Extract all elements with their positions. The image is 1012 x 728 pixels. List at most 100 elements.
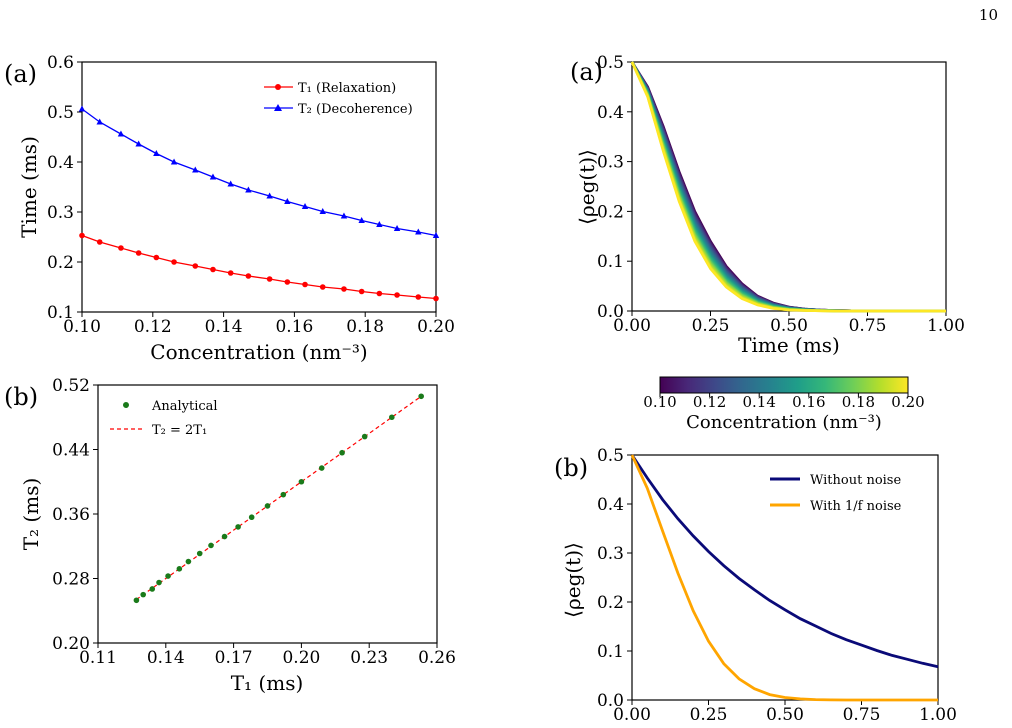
data-point bbox=[209, 173, 217, 180]
series-line bbox=[81, 108, 437, 237]
data-point bbox=[302, 281, 308, 288]
data-point bbox=[227, 270, 234, 276]
legend-label-analytical: Analytical bbox=[151, 399, 218, 414]
plot-frame bbox=[631, 454, 939, 701]
data-point bbox=[208, 542, 214, 549]
data-point bbox=[176, 566, 183, 572]
x-tick-label: 0.20 bbox=[417, 317, 455, 337]
data-point bbox=[284, 198, 291, 204]
data-point bbox=[192, 166, 199, 173]
data-point bbox=[135, 140, 142, 147]
colorbar-tick-label: 0.16 bbox=[792, 393, 825, 411]
colorbar-label: Concentration (nm⁻³) bbox=[686, 412, 882, 433]
tick-labels: 0.10 0.12 0.14 0.16 0.18 0.20 0.1 0.2 0.3 0.4 0.5 0… bbox=[47, 53, 455, 337]
x-axis-label: Time (ms) bbox=[738, 333, 840, 357]
x-tick-label: 0.25 bbox=[692, 316, 730, 336]
legend-marker-t1 bbox=[275, 84, 281, 90]
data-point bbox=[284, 279, 291, 285]
data-point bbox=[358, 288, 365, 295]
colorbar-tick-label: 0.12 bbox=[693, 393, 726, 411]
x-tick-label: 0.23 bbox=[350, 648, 388, 668]
colorbar-tick-label: 0.18 bbox=[842, 393, 875, 411]
data-point bbox=[340, 212, 348, 219]
y-tick-label: 0.28 bbox=[52, 570, 90, 590]
data-point bbox=[170, 158, 178, 165]
data-point bbox=[171, 259, 177, 265]
data-point bbox=[341, 286, 347, 292]
legend: T₁ (Relaxation) T₂ (Decoherence) bbox=[264, 81, 413, 117]
y-axis-label: ⟨ρeg(t)⟩ bbox=[561, 542, 585, 618]
data-point bbox=[376, 290, 383, 297]
x-tick-label: 0.50 bbox=[770, 316, 808, 336]
series-line bbox=[81, 234, 437, 300]
y-axis-label: T₂ (ms) bbox=[19, 478, 43, 551]
data-point bbox=[319, 208, 326, 214]
y-tick-label: 0.6 bbox=[47, 53, 74, 73]
y-tick-label: 0.0 bbox=[597, 302, 624, 322]
x-tick-label: 0.12 bbox=[134, 317, 172, 337]
legend: Without noise With 1/f noise bbox=[770, 473, 902, 514]
x-tick-label: 0.14 bbox=[147, 648, 185, 668]
y-tick-label: 0.44 bbox=[52, 441, 90, 461]
data-point bbox=[117, 130, 125, 137]
x-tick-label: 0.10 bbox=[63, 317, 101, 337]
data-point bbox=[118, 245, 124, 251]
data-point bbox=[227, 180, 234, 187]
data-point bbox=[376, 221, 383, 227]
y-tick-label: 0.5 bbox=[47, 103, 74, 123]
x-tick-label: 0.16 bbox=[275, 317, 313, 337]
legend-label-t1: T₁ (Relaxation) bbox=[298, 81, 396, 96]
y-tick-label: 0.4 bbox=[597, 103, 624, 123]
data-point bbox=[245, 186, 252, 193]
x-axis-label: Concentration (nm⁻³) bbox=[150, 340, 367, 364]
panel-label: (b) bbox=[4, 383, 38, 411]
data-point bbox=[418, 393, 424, 400]
y-tick-label: 0.0 bbox=[597, 691, 624, 711]
data-point bbox=[221, 533, 228, 540]
data-point bbox=[318, 465, 325, 471]
x-tick-label: 0.50 bbox=[766, 705, 804, 725]
legend-label-linear: T₂ = 2T₁ bbox=[152, 423, 207, 438]
data-point bbox=[78, 105, 86, 112]
y-tick-label: 0.3 bbox=[597, 153, 624, 173]
data-point bbox=[298, 478, 305, 485]
data-point bbox=[433, 295, 439, 302]
panel-label: (b) bbox=[554, 454, 588, 482]
legend-label-without-noise: Without noise bbox=[810, 473, 901, 488]
series-line bbox=[630, 454, 938, 702]
y-tick-label: 0.1 bbox=[47, 303, 74, 323]
tick-labels: 0.00 0.25 0.50 0.75 1.00 0.0 0.1 0.2 0.3 0.4 0.5 bbox=[597, 53, 965, 336]
data-point bbox=[432, 232, 440, 238]
y-tick-label: 0.36 bbox=[52, 505, 90, 525]
data-point bbox=[415, 228, 422, 235]
series-layer bbox=[630, 454, 939, 702]
x-tick-label: 0.20 bbox=[282, 648, 320, 668]
y-tick-label: 0.5 bbox=[597, 446, 624, 466]
legend-marker-analytical bbox=[123, 402, 129, 408]
y-tick-label: 0.52 bbox=[52, 376, 90, 396]
y-axis-label: ⟨ρeg(t)⟩ bbox=[575, 149, 599, 225]
legend: Analytical T₂ = 2T₁ bbox=[110, 399, 218, 438]
data-point bbox=[264, 503, 271, 509]
x-tick-label: 0.18 bbox=[346, 317, 384, 337]
y-tick-label: 0.2 bbox=[597, 593, 624, 613]
y-tick-label: 0.2 bbox=[597, 202, 624, 222]
data-point bbox=[185, 558, 192, 565]
y-axis-label: Time (ms) bbox=[17, 136, 41, 238]
y-tick-label: 0.4 bbox=[47, 153, 74, 173]
data-point bbox=[210, 266, 216, 273]
chart-t2-vs-t1: (b) T₁ (ms) T₂ (ms) 0.11 0.14 0.17 0.20 0.23… bbox=[4, 376, 456, 695]
data-point bbox=[361, 433, 368, 440]
series-layer bbox=[133, 393, 424, 604]
chart-coherence-vs-concentration: (a) Time (ms) ⟨ρeg(t)⟩ 0.00 0.25 0.50 0.75 1… bbox=[570, 53, 965, 357]
colorbar-tick-label: 0.10 bbox=[643, 393, 676, 411]
data-point bbox=[153, 150, 160, 156]
x-axis-label: T₁ (ms) bbox=[231, 671, 304, 695]
series-layer bbox=[78, 105, 440, 302]
data-point bbox=[339, 449, 345, 456]
y-tick-label: 0.3 bbox=[597, 544, 624, 564]
x-tick-label: 0.11 bbox=[79, 648, 117, 668]
data-point bbox=[358, 217, 365, 223]
y-tick-label: 0.5 bbox=[597, 53, 624, 73]
data-point bbox=[393, 225, 401, 231]
